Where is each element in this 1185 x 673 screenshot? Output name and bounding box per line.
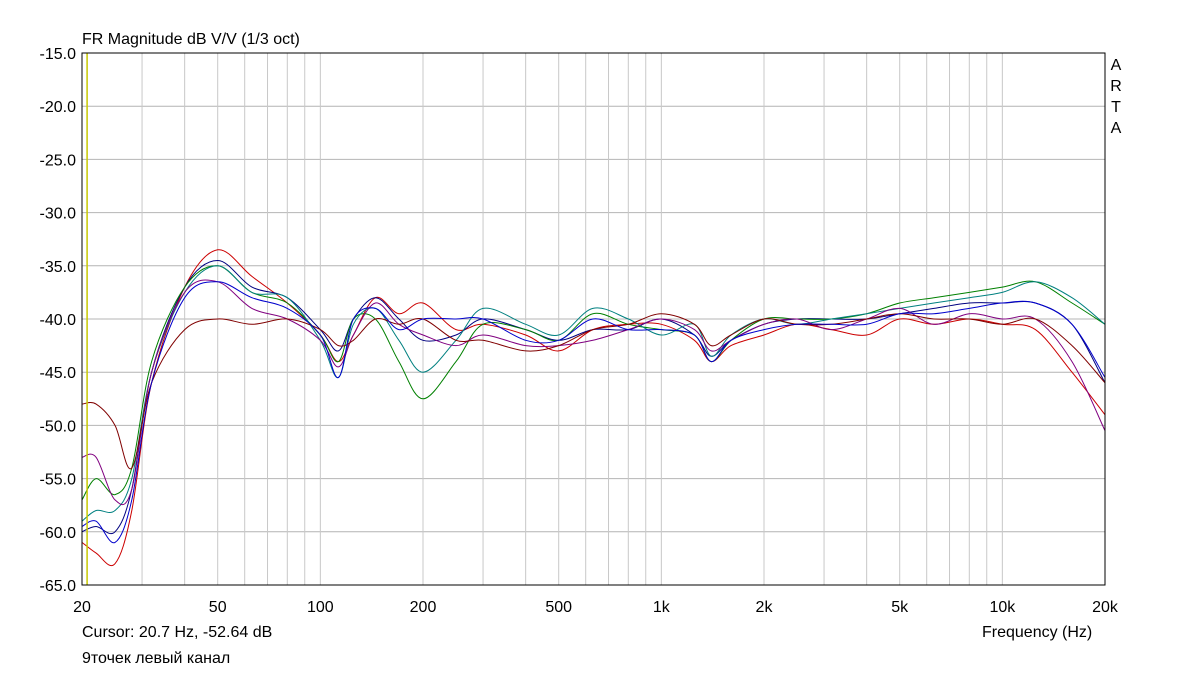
series-line-3 — [81, 265, 1106, 501]
cursor-readout: Cursor: 20.7 Hz, -52.64 dB — [82, 624, 273, 641]
x-tick-label: 20k — [1092, 599, 1119, 616]
y-tick-label: -30.0 — [40, 206, 77, 223]
brand-letter: R — [1110, 78, 1122, 95]
y-tick-label: -25.0 — [40, 152, 77, 169]
x-tick-label: 5k — [891, 599, 909, 616]
brand-letter: T — [1111, 99, 1121, 116]
x-tick-label: 100 — [307, 599, 334, 616]
x-axis-label: Frequency (Hz) — [982, 624, 1093, 641]
x-tick-label: 20 — [73, 599, 91, 616]
brand-letter: A — [1111, 120, 1122, 137]
chart-title: FR Magnitude dB V/V (1/3 oct) — [82, 31, 300, 48]
y-tick-label: -15.0 — [40, 46, 77, 63]
y-tick-label: -45.0 — [40, 365, 77, 382]
plot-frame — [81, 52, 1106, 586]
y-tick-label: -60.0 — [40, 525, 77, 542]
series-line-4 — [81, 265, 1106, 522]
series-line-5 — [81, 279, 1106, 506]
series-line-2 — [81, 259, 1106, 535]
series-line-7 — [81, 281, 1106, 544]
series-line-6 — [81, 313, 1106, 470]
y-tick-label: -55.0 — [40, 472, 77, 489]
axis-labels: -15.0 -20.0 -25.0 -30.0 -35.0 -40.0 -45.0 -50.0… — [40, 46, 1119, 616]
y-tick-label: -35.0 — [40, 259, 77, 276]
x-tick-label: 500 — [545, 599, 572, 616]
caption: 9точек левый канал — [82, 650, 231, 667]
y-tick-label: -40.0 — [40, 312, 77, 329]
x-tick-label: 10k — [989, 599, 1016, 616]
x-tick-label: 2k — [756, 599, 774, 616]
series-layer — [81, 249, 1106, 567]
y-tick-label: -65.0 — [40, 578, 77, 595]
y-tick-label: -50.0 — [40, 418, 77, 435]
x-tick-label: 50 — [209, 599, 227, 616]
series-line-1 — [81, 249, 1106, 567]
x-tick-label: 200 — [410, 599, 437, 616]
x-tick-label: 1k — [653, 599, 671, 616]
brand-letter: A — [1111, 57, 1122, 74]
y-tick-label: -20.0 — [40, 99, 77, 116]
